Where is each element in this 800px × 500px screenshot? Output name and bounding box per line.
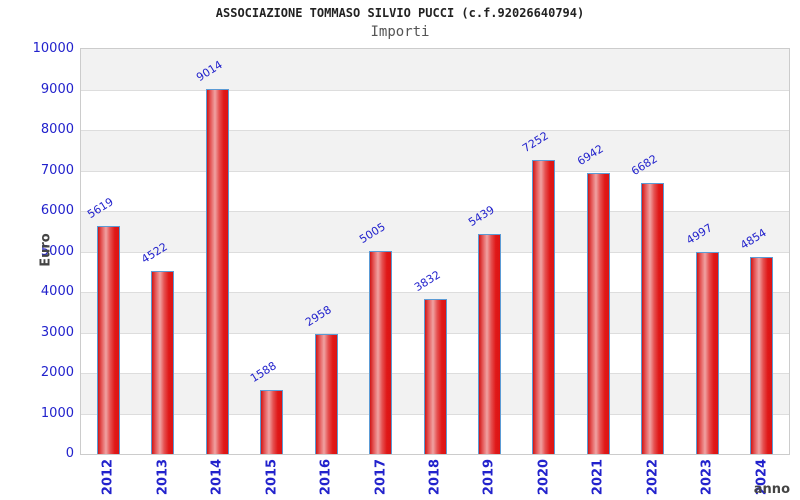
x-tick-label: 2020 (536, 458, 552, 496)
bar-2022 (641, 183, 665, 454)
chart-subtitle: Importi (370, 24, 430, 40)
grid-band (81, 170, 789, 211)
y-tick-label: 10000 (32, 41, 74, 56)
y-tick-label: 8000 (40, 122, 74, 137)
x-tick-label: 2022 (645, 458, 661, 496)
x-tick-label: 2019 (481, 458, 497, 496)
bar-2019 (477, 233, 501, 454)
bar-2024 (750, 257, 774, 454)
x-tick-label: 2014 (209, 458, 225, 496)
y-tick-label: 1000 (40, 405, 74, 421)
x-axis-title: anno (753, 482, 790, 497)
x-tick-label: 2015 (264, 458, 280, 496)
chart-title: ASSOCIAZIONE TOMMASO SILVIO PUCCI (c.f.9… (215, 6, 585, 20)
gridline (81, 292, 789, 293)
grid-band (81, 211, 789, 252)
gridline (81, 251, 789, 253)
gridline (81, 89, 789, 91)
y-tick-label: 5000 (40, 243, 74, 259)
bar-2018 (423, 298, 447, 454)
bar-2013 (151, 270, 175, 454)
y-tick-label: 7000 (40, 162, 74, 178)
x-tick-label: 2013 (155, 458, 171, 496)
x-tick-label: 2021 (590, 458, 606, 496)
grid-band (81, 251, 789, 292)
y-tick-label: 0 (65, 446, 74, 461)
gridline (81, 211, 789, 212)
y-tick-label: 9000 (40, 81, 74, 97)
x-tick-label: 2012 (100, 458, 116, 496)
bar-2020 (532, 160, 556, 454)
y-tick-label: 4000 (40, 284, 74, 299)
x-tick-label: 2016 (318, 458, 334, 496)
bar-2012 (96, 226, 120, 454)
bar-2017 (369, 251, 393, 454)
bar-2015 (260, 389, 284, 454)
grid-band (81, 89, 789, 130)
x-tick-label: 2017 (373, 458, 389, 496)
y-axis-title: Euro (38, 233, 54, 267)
gridline (81, 170, 789, 172)
grid-band (81, 49, 789, 90)
bar-2014 (205, 88, 229, 454)
x-tick-label: 2023 (699, 458, 715, 496)
bar-2023 (695, 251, 719, 454)
plot-area: 5619 4522 9014 1588 2958 5005 3832 5439 7252 6942… (80, 48, 790, 455)
y-tick-label: 6000 (40, 203, 74, 218)
grid-band (81, 130, 789, 171)
gridline (81, 130, 789, 131)
bar-2021 (586, 172, 610, 454)
bar-2016 (314, 334, 338, 454)
y-tick-label: 3000 (40, 324, 74, 340)
y-tick-label: 2000 (40, 365, 74, 380)
x-tick-label: 2018 (427, 458, 443, 496)
